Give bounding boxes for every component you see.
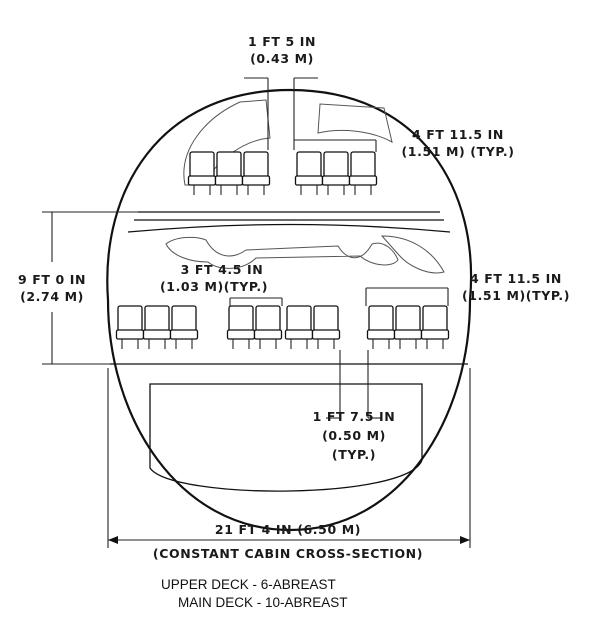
upper-aisle-width-metric: (0.43 M): [250, 51, 314, 66]
upper-aisle-width-label: 1 FT 5 IN: [248, 34, 316, 49]
deck-height-label: 9 FT 0 IN: [18, 272, 86, 287]
upper-seat-width-metric: (1.51 M) (TYP.): [401, 144, 514, 159]
main-center-dimension: [229, 297, 283, 306]
main-center-width-label: 3 FT 4.5 IN: [181, 262, 264, 277]
main-seat-dimension: [365, 287, 449, 306]
main-deck-ceiling: [127, 223, 451, 274]
cabin-width-note: (CONSTANT CABIN CROSS-SECTION): [153, 546, 423, 561]
fuselage-outline: [106, 88, 473, 532]
main-aisle-dimension: [326, 350, 382, 419]
upper-deck-caption: UPPER DECK - 6-ABREAST: [161, 577, 336, 592]
cabin-width-label: 21 FT 4 IN (6.50 M): [215, 522, 361, 537]
cabin-width-dimension: [107, 368, 471, 548]
upper-deck-seats-right: [294, 151, 378, 196]
main-deck-seats-left: [115, 305, 199, 350]
upper-aisle-dimension: [244, 77, 318, 150]
main-deck-seats-right: [366, 305, 450, 350]
deck-height-dimension: [42, 211, 138, 365]
main-aisle-width-typical: (TYP.): [332, 447, 376, 462]
main-aisle-width-label: 1 FT 7.5 IN: [313, 409, 396, 424]
main-center-width-metric: (1.03 M)(TYP.): [160, 279, 268, 294]
upper-seat-dimension: [294, 139, 377, 152]
main-deck-seats-center: [226, 305, 341, 350]
main-deck-caption: MAIN DECK - 10-ABREAST: [178, 595, 348, 610]
main-aisle-width-metric: (0.50 M): [322, 428, 386, 443]
upper-seat-width-label: 4 FT 11.5 IN: [412, 127, 504, 142]
main-seat-width-label: 4 FT 11.5 IN: [470, 271, 562, 286]
upper-deck-seats-left: [187, 151, 271, 196]
upper-deck-floor: [134, 211, 444, 221]
deck-height-metric: (2.74 M): [20, 289, 84, 304]
cargo-hold: [149, 383, 423, 492]
main-seat-width-metric: (1.51 M)(TYP.): [462, 288, 570, 303]
